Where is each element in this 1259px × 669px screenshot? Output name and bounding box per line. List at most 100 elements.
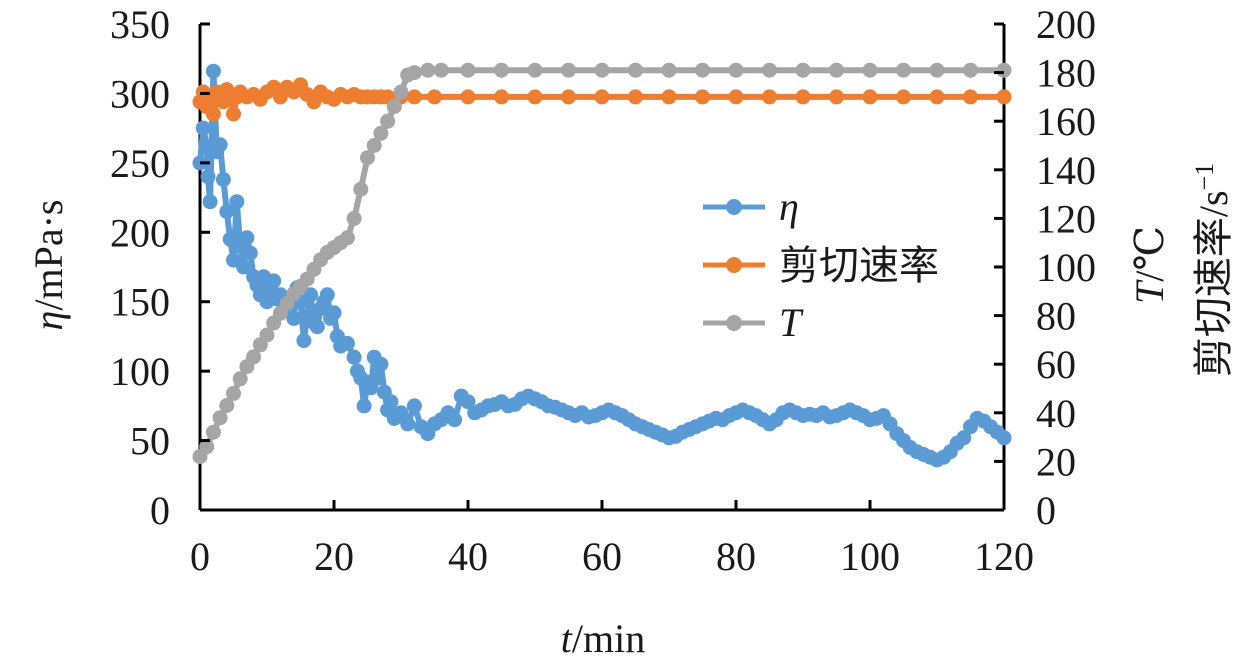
series-shear-rate-point: [795, 89, 811, 105]
series-temperature-point: [862, 62, 878, 78]
series-temperature-point: [896, 62, 911, 78]
series-eta-point: [406, 398, 422, 414]
series-shear-rate-point: [661, 89, 677, 105]
series-temperature-point: [406, 65, 422, 81]
series-temperature-point: [373, 125, 389, 141]
series-temperature-point: [386, 99, 402, 115]
legend-eta-label: η: [779, 184, 799, 229]
series-temperature-point: [996, 62, 1012, 78]
series-shear-rate-point: [205, 106, 221, 122]
series-temperature-point: [393, 84, 409, 100]
series-eta-point: [242, 245, 258, 261]
series-eta-point: [373, 356, 389, 372]
series-temperature-point: [829, 62, 844, 78]
legend-t-marker: [726, 315, 742, 331]
y-right-axis-title-temperature: T/℃: [1127, 226, 1172, 304]
y-right-tick-label: 80: [1036, 294, 1076, 339]
series-temperature-point: [360, 150, 375, 166]
series-shear-rate-point: [460, 89, 476, 105]
series-temperature-point: [460, 62, 476, 78]
series-shear-rate-point: [829, 89, 844, 105]
series-temperature-point: [226, 385, 241, 401]
y-right-tick-label: 20: [1036, 439, 1076, 484]
series-temperature-point: [346, 210, 362, 226]
series-shear-rate-point: [561, 89, 576, 105]
series-eta-point: [286, 310, 302, 326]
series-shear-rate-point: [226, 106, 241, 122]
series-eta-point: [996, 430, 1012, 446]
series-temperature-point: [762, 62, 777, 78]
series-eta-point: [460, 394, 476, 410]
series-shear-rate-point: [896, 89, 911, 105]
x-axis-title: t/min: [561, 616, 645, 661]
y-right-tick-label: 160: [1036, 99, 1096, 144]
ticks-layer: 0 20 40 60 80 100 1200501001502002503003500204…: [110, 2, 1096, 579]
y-right-tick-label: 100: [1036, 245, 1096, 290]
y-right-tick-label: 0: [1036, 488, 1056, 533]
y-right-tick-label: 60: [1036, 342, 1076, 387]
series-eta-point: [346, 349, 362, 365]
series-eta-point: [356, 398, 372, 414]
series-eta-point: [370, 370, 385, 386]
series-shear-rate: [192, 77, 1012, 122]
series-shear-rate-point: [527, 89, 543, 105]
legend-shear-marker: [726, 257, 742, 273]
series-eta-point: [212, 137, 228, 153]
y-left-tick-label: 150: [110, 280, 170, 325]
series-temperature-point: [232, 371, 248, 387]
series-eta-point: [393, 405, 409, 421]
y-right-axis-title-shear-rate: 剪切速率/s−1: [1190, 163, 1236, 377]
series-shear-rate-point: [929, 89, 945, 105]
y-left-tick-label: 0: [150, 488, 170, 533]
series-temperature-point: [561, 62, 576, 78]
series-temperature-point: [695, 62, 710, 78]
x-tick-label: 40: [448, 534, 488, 579]
series-temperature-point: [594, 62, 610, 78]
series-eta-point: [303, 287, 319, 303]
series-temperature-point: [420, 62, 436, 78]
series-shear-rate-point: [996, 89, 1012, 105]
y-right-tick-label: 180: [1036, 51, 1096, 96]
series-eta-point: [200, 169, 216, 185]
series-temperature-point: [527, 62, 543, 78]
y-left-tick-label: 250: [110, 141, 170, 186]
x-tick-label: 100: [840, 534, 900, 579]
y-left-tick-label: 50: [130, 419, 170, 464]
series-shear-rate-point: [963, 89, 978, 105]
series-eta: [192, 63, 1012, 468]
series-temperature-point: [339, 230, 355, 246]
x-tick-label: 0: [190, 534, 210, 579]
series-eta-point: [205, 63, 221, 79]
series-eta-point: [215, 172, 231, 187]
y-right-tick-label: 200: [1036, 2, 1096, 47]
y-right-tick-label: 140: [1036, 148, 1096, 193]
x-tick-label: 120: [974, 534, 1034, 579]
series-eta-point: [956, 430, 972, 446]
series-shear-rate-point: [406, 89, 422, 105]
series-eta-point: [339, 335, 355, 351]
series-shear-rate-point: [628, 89, 643, 105]
series-shear-rate-point: [762, 89, 777, 105]
x-tick-label: 80: [716, 534, 756, 579]
series-temperature-point: [963, 62, 978, 78]
series-temperature-point: [494, 62, 509, 78]
legend: η 剪切速率 T: [703, 184, 939, 345]
legend-t-label: T: [779, 300, 804, 345]
series-eta-point: [400, 416, 416, 432]
x-tick-label: 20: [314, 534, 354, 579]
series-temperature-point: [795, 62, 811, 78]
legend-item-eta: η: [703, 184, 799, 229]
series-temperature-point: [380, 113, 396, 129]
series-temperature-point: [199, 439, 215, 455]
series-shear-rate-point: [594, 89, 610, 105]
y-left-tick-label: 350: [110, 2, 170, 47]
series-temperature-point: [246, 349, 262, 365]
y-left-tick-label: 200: [110, 210, 170, 255]
series-eta-point: [195, 120, 211, 136]
legend-eta-marker: [726, 199, 742, 215]
series-temperature: [192, 62, 1012, 464]
series-eta-point: [219, 204, 235, 219]
legend-shear-label: 剪切速率: [779, 243, 939, 288]
series-shear-rate-point: [728, 89, 744, 105]
legend-item-shear-rate: 剪切速率: [703, 243, 939, 288]
